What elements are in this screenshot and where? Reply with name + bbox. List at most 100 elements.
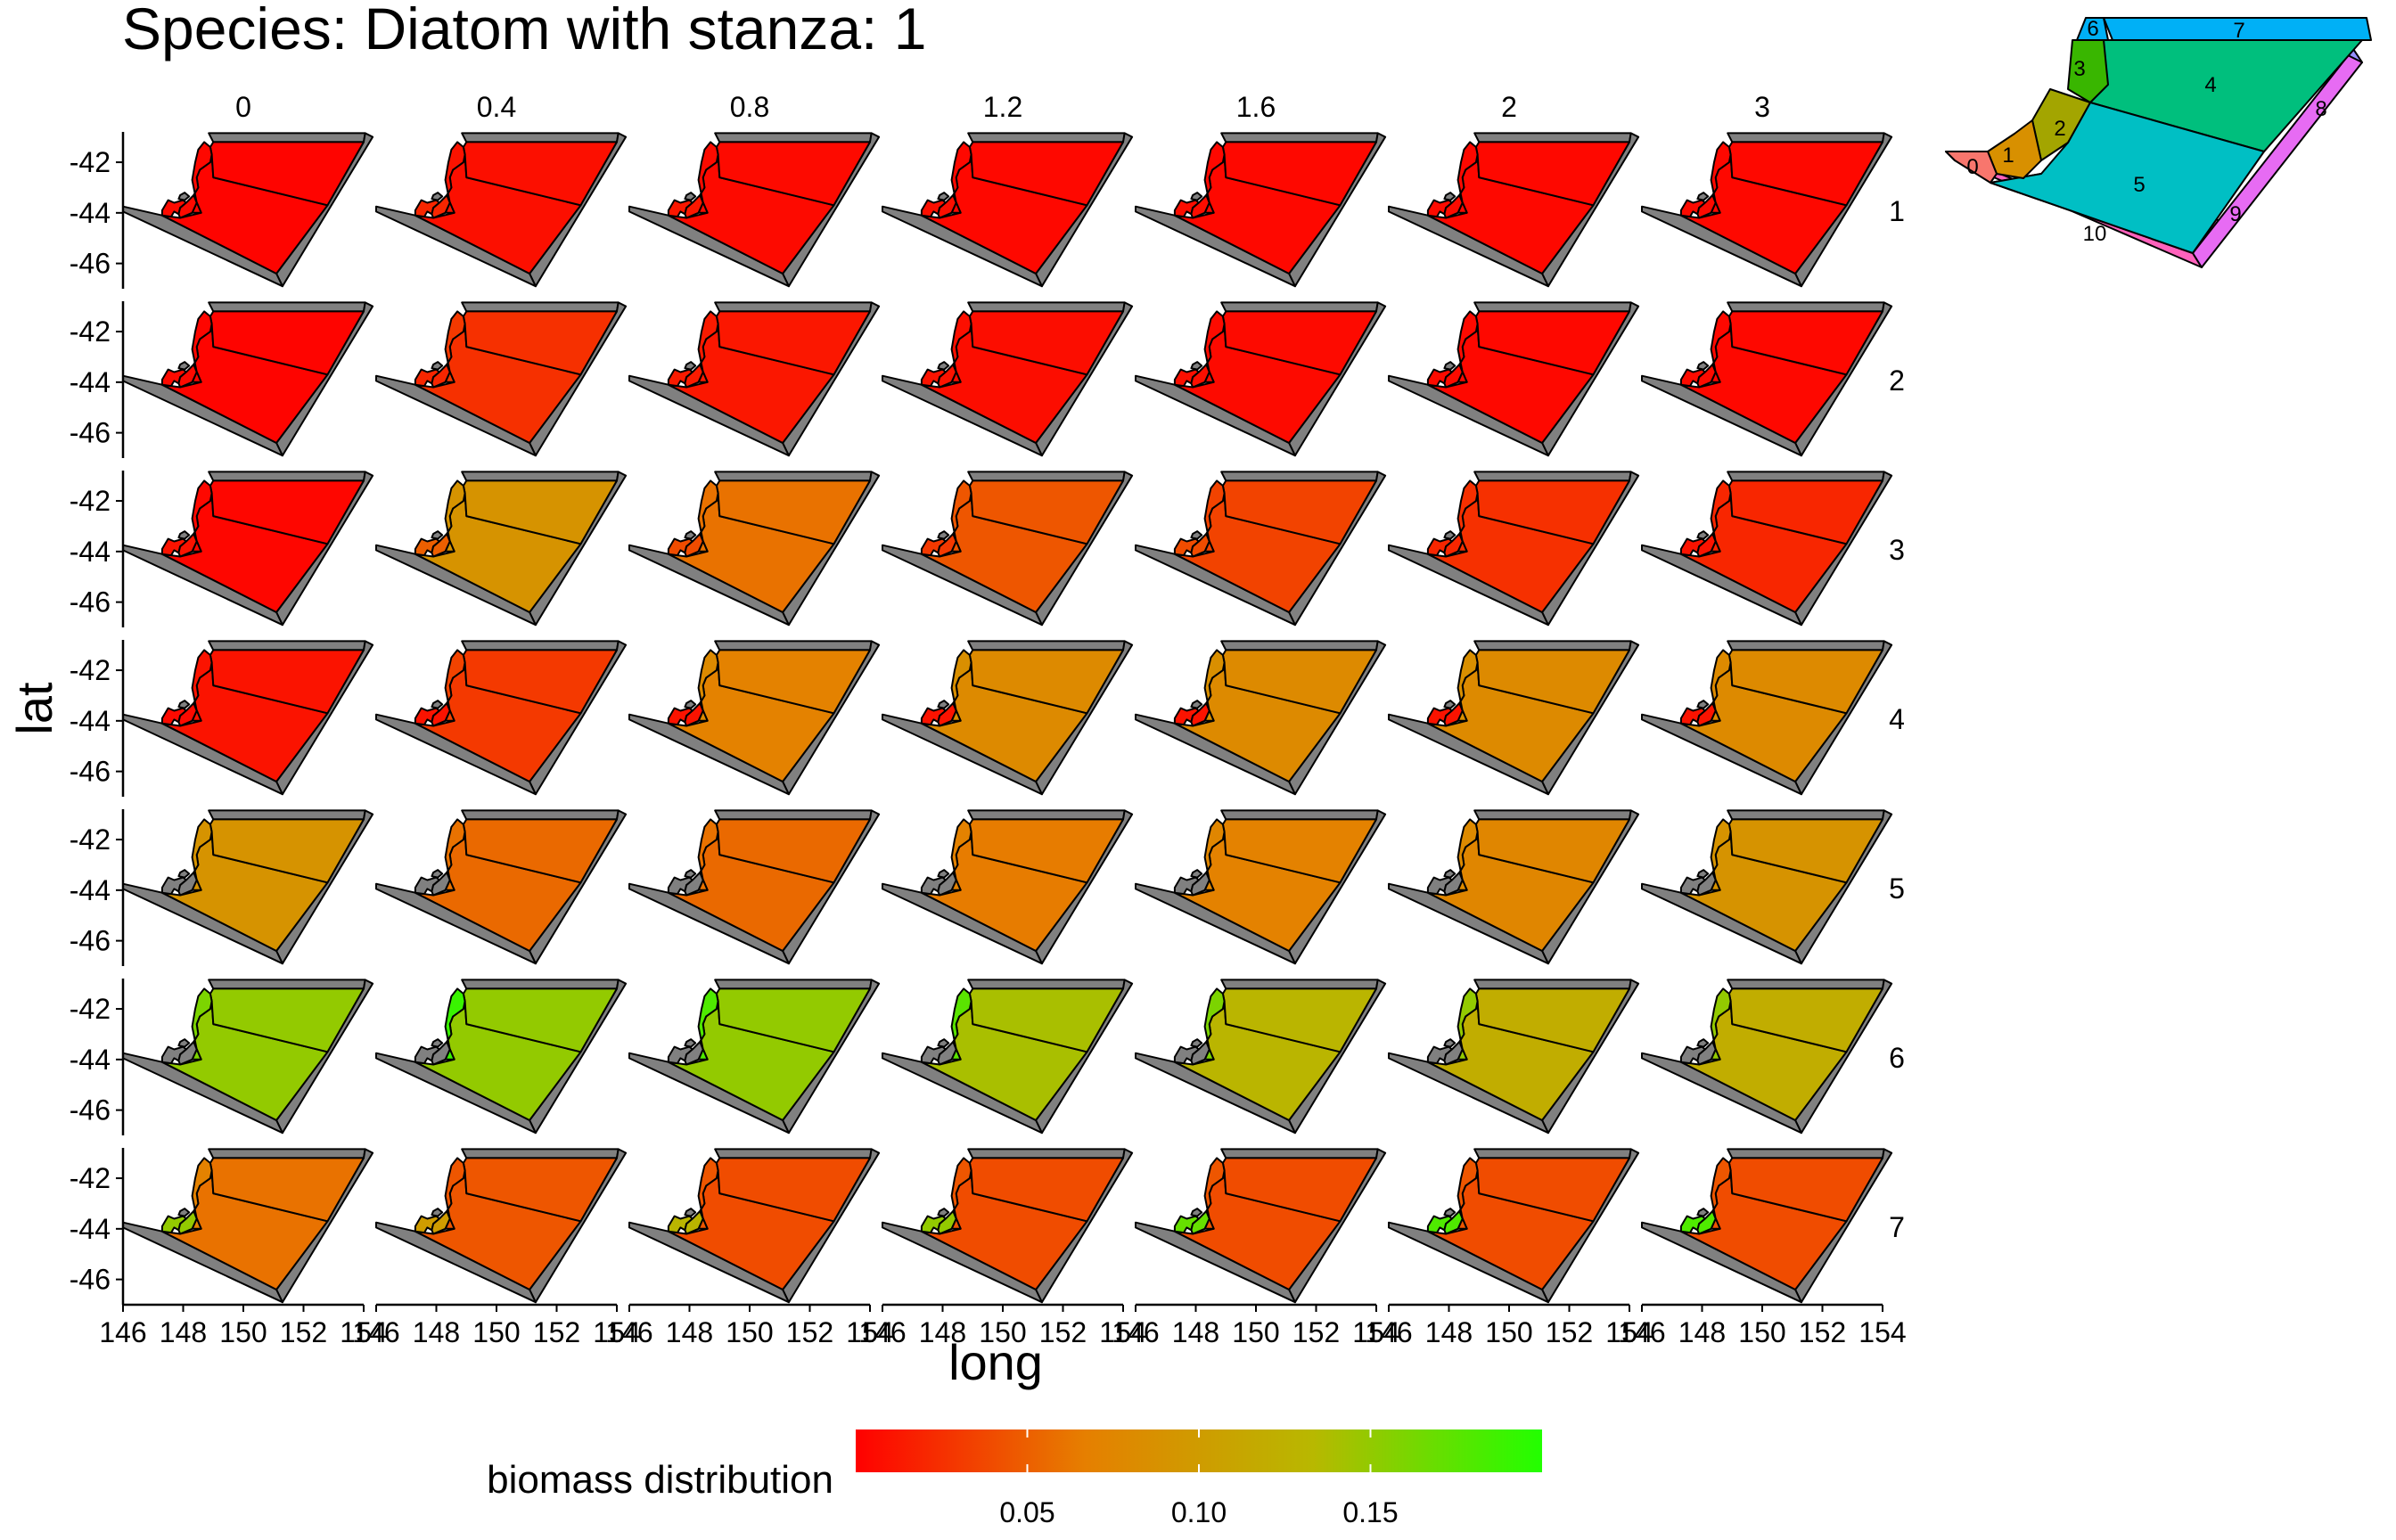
facet-panel: -42 -44 -46 <box>70 471 374 627</box>
island <box>431 192 444 201</box>
box-bay <box>937 1041 957 1066</box>
x-tick-label: 152 <box>1292 1316 1340 1348</box>
facet-panel <box>1135 640 1387 796</box>
x-tick-label: 152 <box>1799 1316 1846 1348</box>
boundary-box <box>375 882 537 965</box>
boundary-box <box>208 471 366 482</box>
y-tick-label: -42 <box>70 1162 111 1194</box>
boundary-box <box>461 979 620 990</box>
box-bay <box>1190 1041 1210 1066</box>
x-tick-label: 150 <box>979 1316 1026 1348</box>
inset-box-2 <box>2031 88 2091 161</box>
box-bay <box>177 1210 198 1235</box>
boundary-box <box>714 640 873 651</box>
facet-row-label: 5 <box>1889 872 1905 905</box>
island <box>684 869 697 879</box>
y-tick-label: -44 <box>70 1213 111 1245</box>
boundary-box <box>1727 132 1885 143</box>
island <box>1696 530 1710 540</box>
boundary-box <box>1727 979 1885 990</box>
box-bay <box>937 364 957 389</box>
x-tick-label: 146 <box>605 1316 652 1348</box>
boundary-box <box>1220 640 1379 651</box>
inset-box-label: 3 <box>2073 57 2085 81</box>
island <box>1190 361 1203 371</box>
facet-panel: -42 -44 -46 <box>70 640 374 797</box>
boundary-box <box>208 301 366 313</box>
x-tick-label: 148 <box>919 1316 966 1348</box>
facet-panel <box>375 640 628 796</box>
facet-row-label: 1 <box>1889 195 1905 227</box>
island <box>177 1208 191 1217</box>
island <box>431 700 444 709</box>
y-axis-label: lat <box>6 682 62 735</box>
boundary-box <box>1641 713 1802 796</box>
facet-panel <box>882 132 1134 288</box>
inset-box-label: 7 <box>2233 19 2244 43</box>
facet-col-label: 3 <box>1754 91 1770 123</box>
island <box>1190 1038 1203 1048</box>
boundary-box <box>967 979 1126 990</box>
boundary-box <box>1727 471 1885 482</box>
boundary-box <box>461 1148 620 1159</box>
inset-box-label: 6 <box>2087 17 2098 41</box>
boundary-box <box>1220 132 1379 143</box>
box-bay <box>431 872 451 897</box>
island <box>1443 700 1456 709</box>
boundary-box <box>628 544 790 627</box>
y-tick-label: -44 <box>70 874 111 906</box>
boundary-box <box>1641 205 1802 288</box>
y-tick-label: -46 <box>70 248 111 280</box>
boundary-box <box>1220 809 1379 821</box>
x-tick-label: 150 <box>726 1316 773 1348</box>
facet-panel <box>1388 301 1640 457</box>
facet-panel <box>1388 809 1640 965</box>
island <box>1443 530 1456 540</box>
facet-row-label: 2 <box>1889 365 1905 397</box>
boundary-box <box>1220 1148 1379 1159</box>
boundary-box <box>208 809 366 821</box>
box-bay <box>431 1041 451 1066</box>
x-tick-label: 148 <box>160 1316 207 1348</box>
boundary-box <box>628 713 790 796</box>
y-tick-label: -46 <box>70 1264 111 1296</box>
x-tick-label: 146 <box>352 1316 399 1348</box>
box-bay <box>431 702 451 727</box>
boundary-box <box>1220 471 1379 482</box>
island <box>937 869 950 879</box>
facet-panel <box>628 301 881 457</box>
boundary-box <box>882 882 1043 965</box>
boundary-box <box>967 809 1126 821</box>
box-bay <box>1190 194 1210 219</box>
legend-title: biomass distribution <box>487 1458 833 1502</box>
box-bay <box>684 1041 704 1066</box>
x-tick-label: 154 <box>1352 1316 1399 1348</box>
island <box>937 530 950 540</box>
island <box>1696 700 1710 709</box>
x-tick-label: 154 <box>1605 1316 1653 1348</box>
chart-title: Species: Diatom with stanza: 1 <box>122 0 926 61</box>
boundary-box <box>1135 1052 1296 1135</box>
boundary-box <box>1641 882 1802 965</box>
x-tick-label: 148 <box>1425 1316 1473 1348</box>
island <box>431 1038 444 1048</box>
boundary-box <box>1388 1221 1549 1304</box>
y-tick-label: -42 <box>70 315 111 348</box>
box-bay <box>431 194 451 219</box>
boundary-box <box>714 132 873 143</box>
y-tick-label: -46 <box>70 417 111 449</box>
boundary-box <box>1135 713 1296 796</box>
inset-box-3 <box>2067 39 2109 103</box>
inset-box-label: 2 <box>2054 117 2065 141</box>
y-tick-label: -42 <box>70 146 111 178</box>
x-tick-label: 148 <box>1678 1316 1726 1348</box>
facet-panel: -42 -44 -46 <box>70 979 374 1135</box>
facet-col-label: 2 <box>1501 91 1517 123</box>
facet-panel <box>882 979 1134 1135</box>
facet-panel: -42 -44 -46 <box>70 132 374 289</box>
facet-col-label: 0.8 <box>730 91 769 123</box>
boundary-box <box>208 132 366 143</box>
boundary-box <box>1135 882 1296 965</box>
x-tick-label: 150 <box>219 1316 267 1348</box>
